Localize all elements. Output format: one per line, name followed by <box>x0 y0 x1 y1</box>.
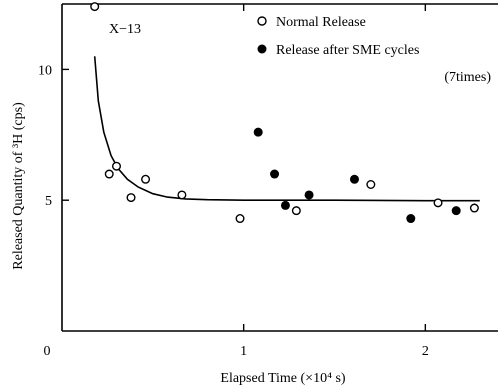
data-point-release-after-sme <box>451 206 461 216</box>
x-tick-label: 1 <box>240 344 247 359</box>
fit-curve-layer <box>93 56 480 202</box>
legend: Normal Release Release after SME cycles … <box>257 15 491 85</box>
legend-label-release-after-sme-line2: (7times) <box>444 70 491 85</box>
data-point-normal-release <box>111 161 121 171</box>
legend-marker-release-after-sme <box>257 44 267 54</box>
data-point-normal-release <box>126 193 136 203</box>
data-point-release-after-sme <box>253 127 263 137</box>
legend-label-normal-release: Normal Release <box>276 15 366 30</box>
data-point-normal-release <box>141 174 151 184</box>
data-point-normal-release <box>90 2 100 12</box>
data-point-normal-release <box>104 169 114 179</box>
data-point-normal-release <box>235 214 245 224</box>
fit-curve-line <box>93 56 480 202</box>
axes: 1 2 5 10 <box>38 3 498 359</box>
data-point-release-after-sme <box>280 200 290 210</box>
legend-marker-normal-release <box>257 16 267 26</box>
x-axis-title: Elapsed Time (×10⁴ s) <box>220 371 346 386</box>
panel-label: X−13 <box>109 22 141 37</box>
y-tick-label: 5 <box>45 194 52 209</box>
data-point-normal-release <box>366 180 376 190</box>
data-point-release-after-sme <box>406 214 416 224</box>
data-point-normal-release <box>469 203 479 213</box>
data-points-layer <box>90 2 479 224</box>
x-tick-label: 2 <box>422 344 429 359</box>
y-tick-label: 10 <box>38 63 52 78</box>
origin-label: 0 <box>44 344 51 359</box>
y-axis-title: Released Quantity of ³H (cps) <box>11 102 26 270</box>
legend-label-release-after-sme: Release after SME cycles <box>276 43 419 58</box>
data-point-normal-release <box>291 206 301 216</box>
data-point-release-after-sme <box>304 190 314 200</box>
data-point-normal-release <box>433 198 443 208</box>
data-point-normal-release <box>177 190 187 200</box>
data-point-release-after-sme <box>270 169 280 179</box>
data-point-release-after-sme <box>349 174 359 184</box>
labels-layer: X−13 Elapsed Time (×10⁴ s) Released Quan… <box>11 22 346 386</box>
